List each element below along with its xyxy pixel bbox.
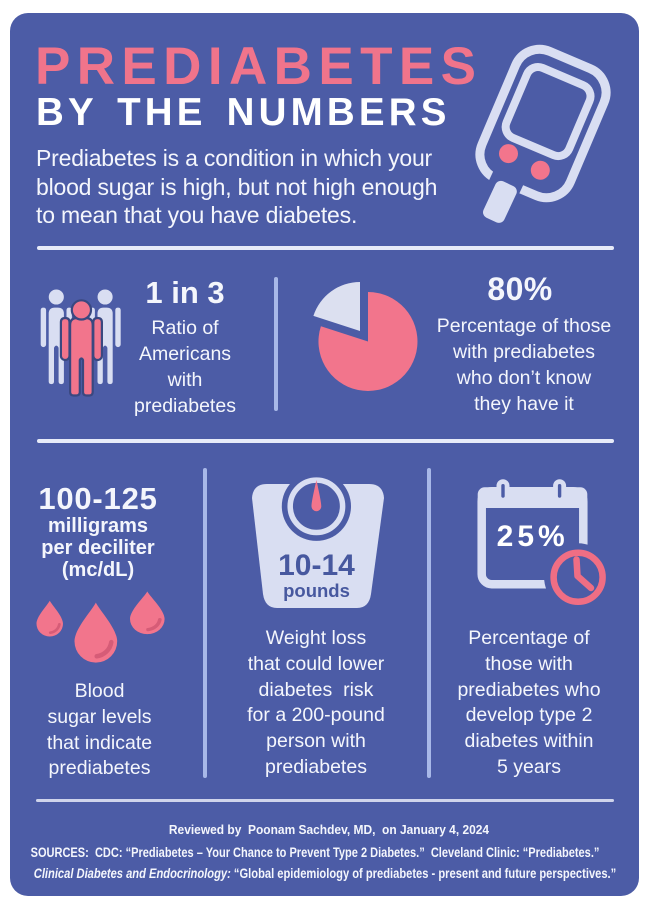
svg-text:25%: 25%: [497, 520, 569, 553]
svg-text:pounds: pounds: [283, 580, 350, 601]
svg-text:10-14: 10-14: [278, 549, 355, 582]
